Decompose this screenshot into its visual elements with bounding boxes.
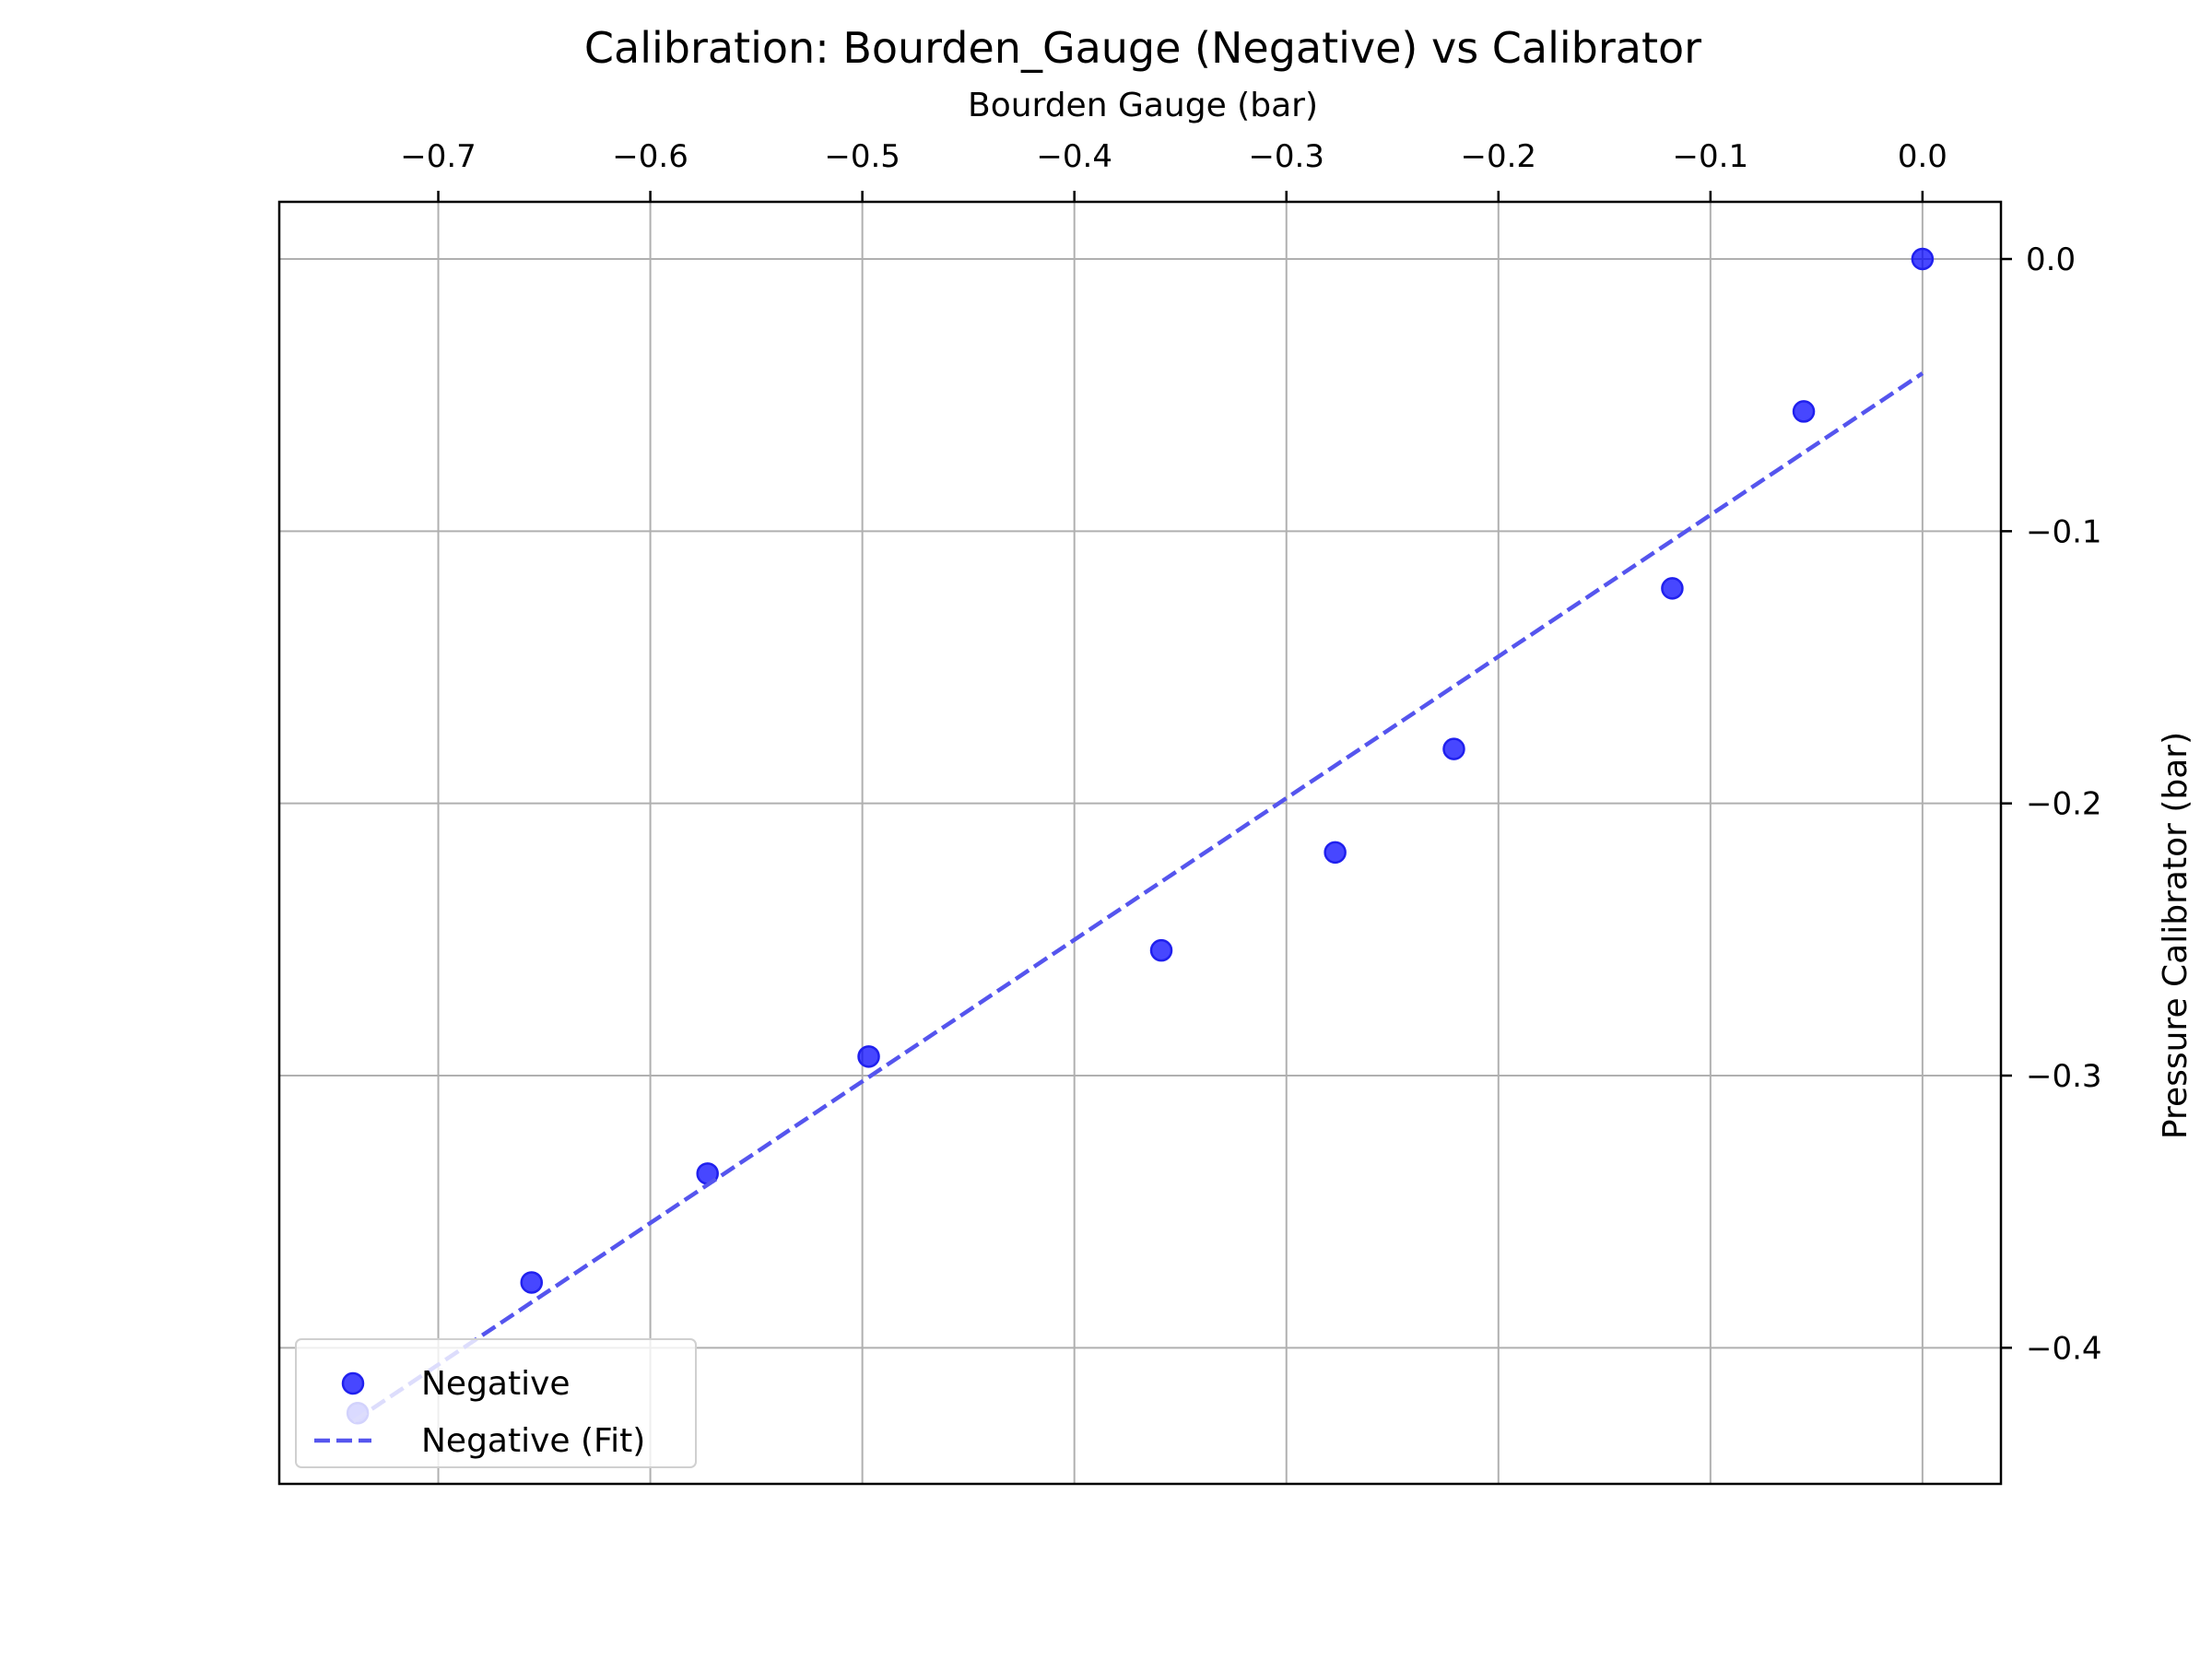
data-point [1442,737,1465,760]
plot-area [346,247,1935,1425]
data-point [520,1271,544,1294]
y-axis-label: Pressure Calibrator (bar) [2157,732,2194,1139]
x-tick-label: −0.6 [612,138,688,175]
data-point [1324,841,1347,865]
data-point [1792,400,1816,423]
y-tick-label: −0.2 [2026,786,2102,823]
x-tick-label: −0.5 [824,138,900,175]
data-point [1661,577,1684,600]
y-tick-label: −0.1 [2026,513,2102,550]
data-point [857,1045,880,1068]
x-axis-label: Bourden Gauge (bar) [968,87,1318,124]
x-tick-label: −0.2 [1461,138,1537,175]
fit-line [352,371,1924,1423]
x-tick-label: −0.1 [1673,138,1749,175]
legend-label: Negative (Fit) [421,1422,645,1460]
y-tick-label: 0.0 [2026,241,2076,278]
plot-frame [277,200,2003,1486]
x-tick-label: 0.0 [1898,138,1947,175]
legend: Negative Negative (Fit) [295,1338,697,1468]
x-tick-label: −0.3 [1248,138,1324,175]
data-point [1911,247,1935,271]
legend-label: Negative [421,1365,571,1403]
chart-title: Calibration: Bourden_Gauge (Negative) vs… [584,23,1701,73]
y-tick-label: −0.3 [2026,1058,2102,1095]
legend-swatch-marker [341,1371,365,1395]
grid-lines [279,202,2001,1484]
x-tick-label: −0.7 [400,138,477,175]
legend-box [295,1338,697,1468]
y-tick-label: −0.4 [2026,1330,2102,1367]
data-point [1149,938,1173,962]
axis-ticks: −0.7 −0.6 −0.5 −0.4 −0.3 −0.2 −0.1 0.0 0.0 −0.1 −0… [400,138,2101,1367]
x-tick-label: −0.4 [1036,138,1112,175]
